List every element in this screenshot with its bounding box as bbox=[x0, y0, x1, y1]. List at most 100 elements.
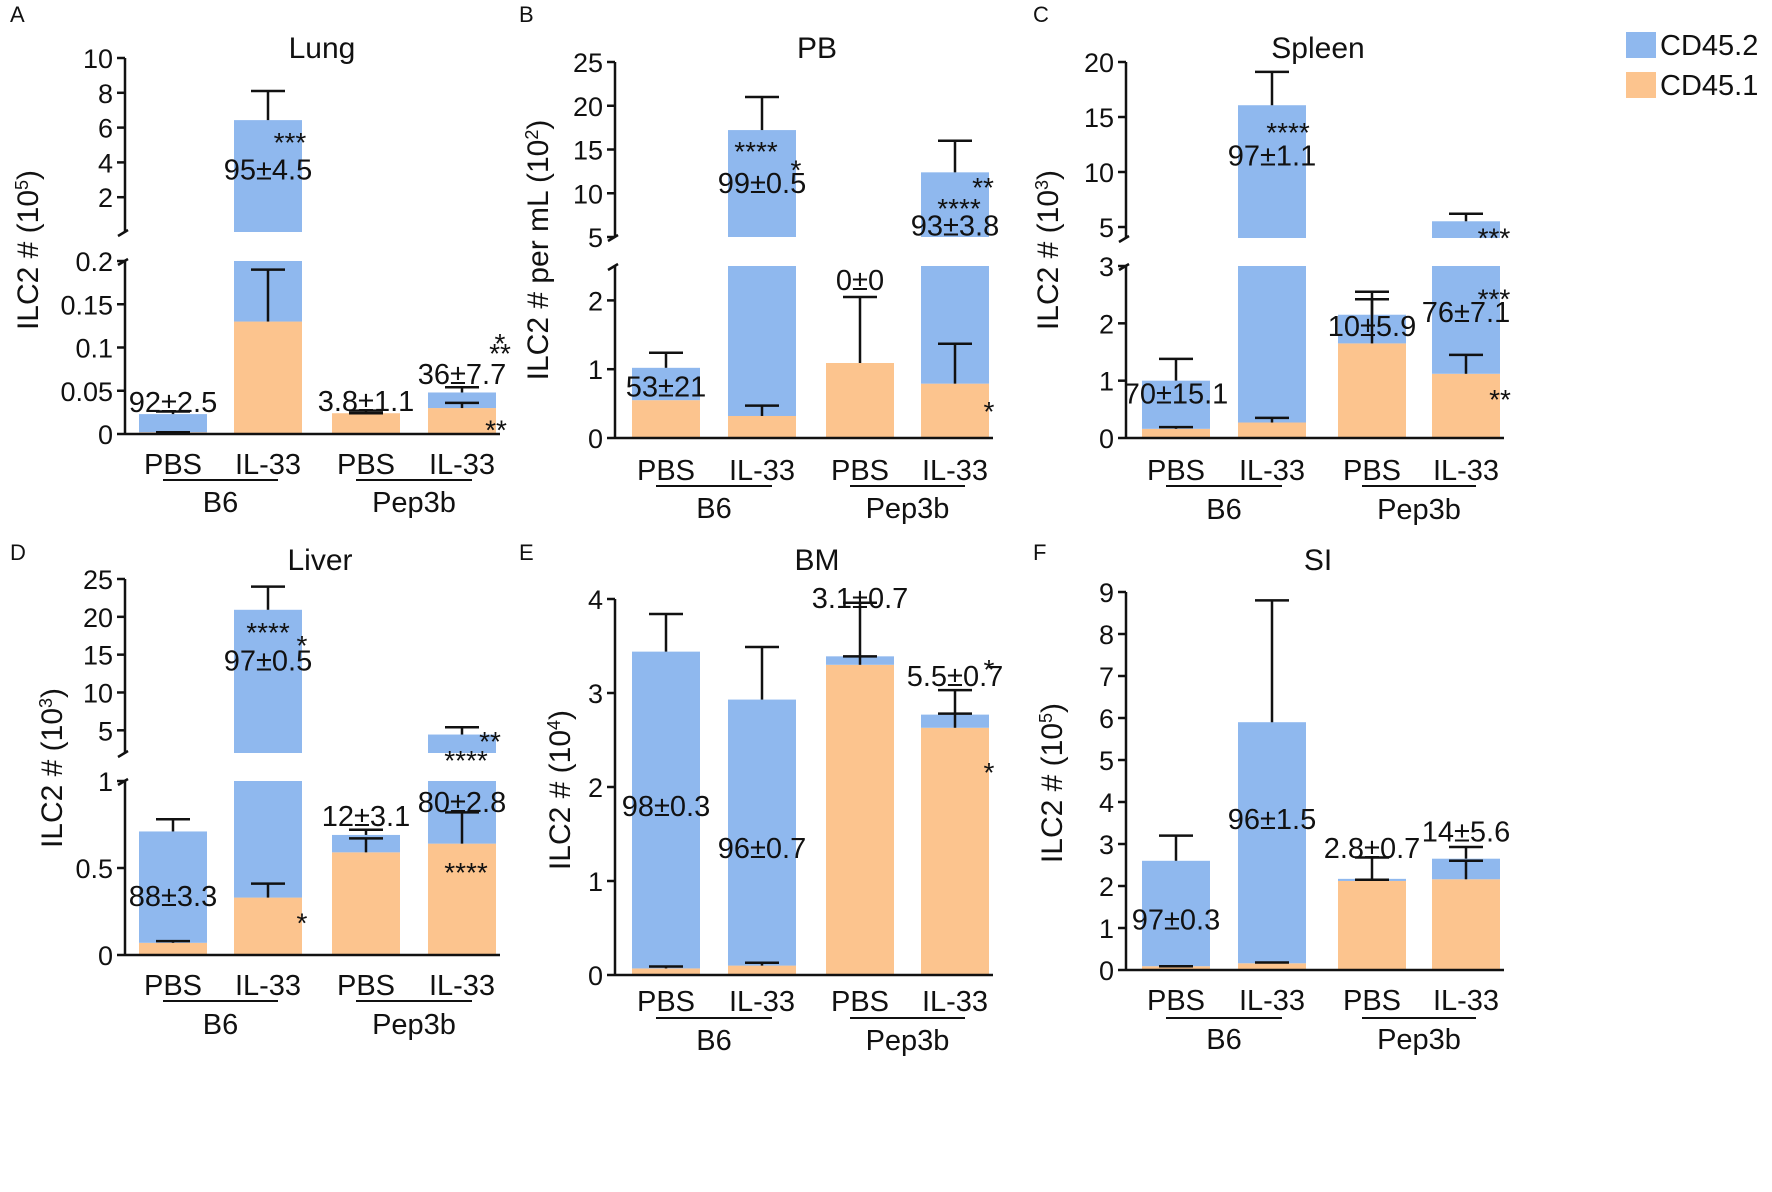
tick-label: 0 bbox=[98, 420, 113, 450]
tick-label: 2 bbox=[1099, 872, 1114, 902]
bar-cd45-2 bbox=[1142, 380, 1210, 429]
data-label: 88±3.3 bbox=[129, 881, 218, 913]
panel-title: BM bbox=[795, 544, 840, 577]
panel-letter: D bbox=[10, 540, 26, 565]
y-axis-label-exp: 4 bbox=[544, 720, 564, 730]
significance-stars: * bbox=[495, 328, 506, 359]
data-label: 3.8±1.1 bbox=[318, 386, 415, 418]
y-axis-label-base: 10 bbox=[12, 190, 45, 223]
group-label: B6 bbox=[1206, 1024, 1241, 1056]
tick-label: 15 bbox=[1084, 103, 1114, 133]
y-axis-label-exp: 5 bbox=[1036, 713, 1056, 723]
panel-letter: A bbox=[10, 2, 25, 27]
significance-stars: *** bbox=[1478, 284, 1511, 315]
category-label: IL-33 bbox=[1433, 985, 1499, 1017]
significance-stars: ** bbox=[972, 172, 994, 203]
bar-cd45-1 bbox=[1432, 879, 1500, 970]
tick-label: 25 bbox=[573, 48, 603, 78]
tick-label: 20 bbox=[83, 603, 113, 633]
tick-label: 0.05 bbox=[60, 377, 113, 407]
y-axis-label-paren: ( bbox=[12, 223, 45, 241]
y-axis-label-close: ) bbox=[522, 120, 555, 130]
category-label: PBS bbox=[1147, 455, 1205, 487]
bar-cd45-1 bbox=[632, 968, 700, 975]
category-label: PBS bbox=[637, 455, 695, 487]
tick-label: 0 bbox=[98, 941, 113, 971]
y-axis-label: ILC2 # per mL (102) bbox=[522, 120, 555, 381]
y-axis-label-main: ILC2 # bbox=[12, 241, 45, 330]
data-label: 97±1.1 bbox=[1228, 141, 1317, 173]
tick-label: 5 bbox=[1099, 213, 1114, 243]
panel-letter: F bbox=[1033, 540, 1046, 565]
bar-cd45-2 bbox=[234, 781, 302, 898]
y-axis-label-base: 10 bbox=[522, 140, 555, 173]
bar-cd45-2 bbox=[139, 831, 207, 943]
bar-cd45-1 bbox=[332, 852, 400, 955]
significance-stars: ** bbox=[1489, 384, 1511, 415]
y-axis-label-base: 10 bbox=[544, 730, 577, 763]
y-axis: 0 1 2 3 4 bbox=[588, 585, 617, 991]
data-label: 14±5.6 bbox=[1422, 816, 1511, 848]
group-label: Pep3b bbox=[372, 1009, 456, 1041]
panel-title: PB bbox=[797, 32, 837, 65]
tick-label: 0.1 bbox=[75, 334, 113, 364]
tick-label: 2 bbox=[588, 286, 603, 316]
tick-label: 0 bbox=[588, 424, 603, 454]
y-axis-label-main: ILC2 # bbox=[36, 759, 69, 848]
y-axis-label-paren: ( bbox=[1032, 223, 1065, 241]
panel-letter: E bbox=[519, 540, 534, 565]
bar-cd45-2-upper bbox=[428, 734, 496, 753]
data-label: 92±2.5 bbox=[129, 387, 218, 419]
y-axis-label-exp: 3 bbox=[1032, 180, 1052, 190]
data-label: 96±1.5 bbox=[1228, 804, 1317, 836]
y-axis-label-exp: 3 bbox=[36, 698, 56, 708]
group-label: B6 bbox=[1206, 494, 1241, 526]
y-axis-label-close: ) bbox=[1036, 703, 1069, 713]
bar-cd45-1 bbox=[728, 415, 796, 438]
tick-label: 8 bbox=[1099, 620, 1114, 650]
category-label: IL-33 bbox=[429, 449, 495, 481]
tick-label: 10 bbox=[573, 179, 603, 209]
data-label: 95±4.5 bbox=[224, 154, 313, 186]
data-label: 99±0.5 bbox=[718, 168, 807, 200]
group-label: Pep3b bbox=[866, 493, 950, 525]
data-label: 76±7.1 bbox=[1422, 297, 1511, 329]
category-label: IL-33 bbox=[235, 970, 301, 1002]
y-axis-label-main: ILC2 # bbox=[1032, 241, 1065, 330]
data-label: 97±0.3 bbox=[1132, 905, 1221, 937]
bar-cd45-1 bbox=[1238, 422, 1306, 438]
group-label: B6 bbox=[696, 1025, 731, 1057]
category-label: PBS bbox=[144, 970, 202, 1002]
category-label: PBS bbox=[831, 455, 889, 487]
significance-stars: **** bbox=[444, 857, 488, 888]
significance-stars: * bbox=[984, 757, 995, 788]
legend: CD45.2 CD45.1 bbox=[1626, 30, 1758, 102]
y-axis-label: ILC2 # (105) bbox=[1036, 703, 1069, 863]
y-axis-label: ILC2 # (103) bbox=[36, 688, 69, 848]
category-label: PBS bbox=[831, 986, 889, 1018]
significance-stars: *** bbox=[1478, 223, 1511, 254]
bar-cd45-2-upper bbox=[234, 609, 302, 753]
bar-cd45-2-upper bbox=[728, 130, 796, 237]
tick-label: 10 bbox=[83, 44, 113, 74]
bar-cd45-1 bbox=[234, 897, 302, 955]
category-label: IL-33 bbox=[1433, 455, 1499, 487]
data-label: 5.5±0.7 bbox=[907, 661, 1004, 693]
tick-label: 5 bbox=[98, 716, 113, 746]
category-label: PBS bbox=[1147, 985, 1205, 1017]
axis-break-mark bbox=[1118, 234, 1130, 244]
y-axis-label-main: ILC2 # per mL bbox=[522, 191, 555, 380]
category-label: PBS bbox=[337, 449, 395, 481]
significance-stars: * bbox=[984, 396, 995, 427]
significance-stars: **** bbox=[444, 745, 488, 776]
significance-stars: * bbox=[297, 907, 308, 938]
group-label: Pep3b bbox=[1377, 1024, 1461, 1056]
y-axis-label-base: 10 bbox=[36, 708, 69, 741]
category-label: IL-33 bbox=[1239, 455, 1305, 487]
bar-cd45-2 bbox=[728, 266, 796, 416]
category-label: IL-33 bbox=[922, 455, 988, 487]
